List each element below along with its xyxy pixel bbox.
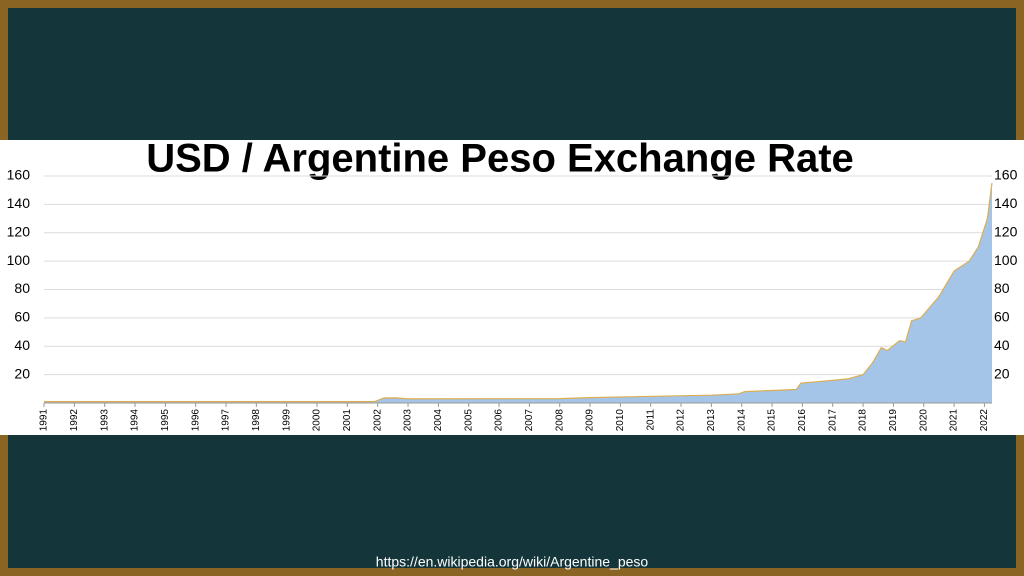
x-tick-label: 1997 [221, 409, 232, 432]
x-tick-label: 1999 [281, 409, 292, 432]
x-tick-label: 2020 [918, 409, 929, 432]
y2-tick-label: 120 [994, 223, 1018, 239]
x-tick-label: 2021 [949, 409, 960, 432]
x-tick-label: 1993 [99, 409, 110, 432]
x-tick-label: 2009 [585, 409, 596, 432]
x-tick-label: 2000 [312, 409, 323, 432]
x-tick-label: 2012 [676, 409, 687, 432]
chart-title: USD / Argentine Peso Exchange Rate [146, 137, 854, 181]
x-tick-label: 1995 [160, 409, 171, 432]
x-tick-label: 2013 [706, 409, 717, 432]
y-tick-label: 100 [7, 252, 31, 268]
y2-tick-label: 80 [994, 280, 1010, 296]
x-tick-label: 2003 [403, 409, 414, 432]
y2-tick-label: 140 [994, 195, 1018, 211]
y-tick-label: 120 [7, 223, 31, 239]
y2-tick-label: 40 [994, 337, 1010, 353]
x-tick-label: 1994 [130, 409, 141, 432]
y2-tick-label: 20 [994, 365, 1010, 381]
x-tick-label: 2001 [342, 409, 353, 432]
y-tick-label: 160 [7, 167, 31, 183]
x-tick-label: 2015 [767, 409, 778, 432]
x-tick-label: 2017 [827, 409, 838, 432]
x-tick-label: 1996 [190, 409, 201, 432]
y2-tick-label: 160 [994, 167, 1018, 183]
x-tick-label: 2019 [888, 409, 899, 432]
y-tick-label: 20 [14, 365, 30, 381]
x-tick-label: 2006 [494, 409, 505, 432]
x-tick-label: 2004 [433, 409, 444, 432]
x-tick-label: 2018 [858, 409, 869, 432]
x-tick-label: 1991 [39, 409, 50, 432]
x-tick-label: 2002 [372, 409, 383, 432]
y2-tick-label: 100 [994, 252, 1018, 268]
x-tick-label: 2005 [463, 409, 474, 432]
y2-tick-label: 60 [994, 309, 1010, 325]
x-tick-label: 2014 [736, 409, 747, 432]
y-tick-label: 40 [14, 337, 30, 353]
y-tick-label: 80 [14, 280, 30, 296]
x-tick-label: 2010 [615, 409, 626, 432]
x-tick-label: 2016 [797, 409, 808, 432]
y-tick-label: 60 [14, 309, 30, 325]
x-tick-label: 2007 [524, 409, 535, 432]
source-link: https://en.wikipedia.org/wiki/Argentine_… [376, 554, 649, 570]
x-tick-label: 2022 [979, 409, 990, 432]
x-tick-label: 1998 [251, 409, 262, 432]
x-tick-label: 2008 [554, 409, 565, 432]
x-tick-label: 2011 [645, 409, 656, 431]
area [44, 183, 992, 403]
x-tick-label: 1992 [69, 409, 80, 432]
area-line [44, 183, 993, 403]
y-tick-label: 140 [7, 195, 31, 211]
